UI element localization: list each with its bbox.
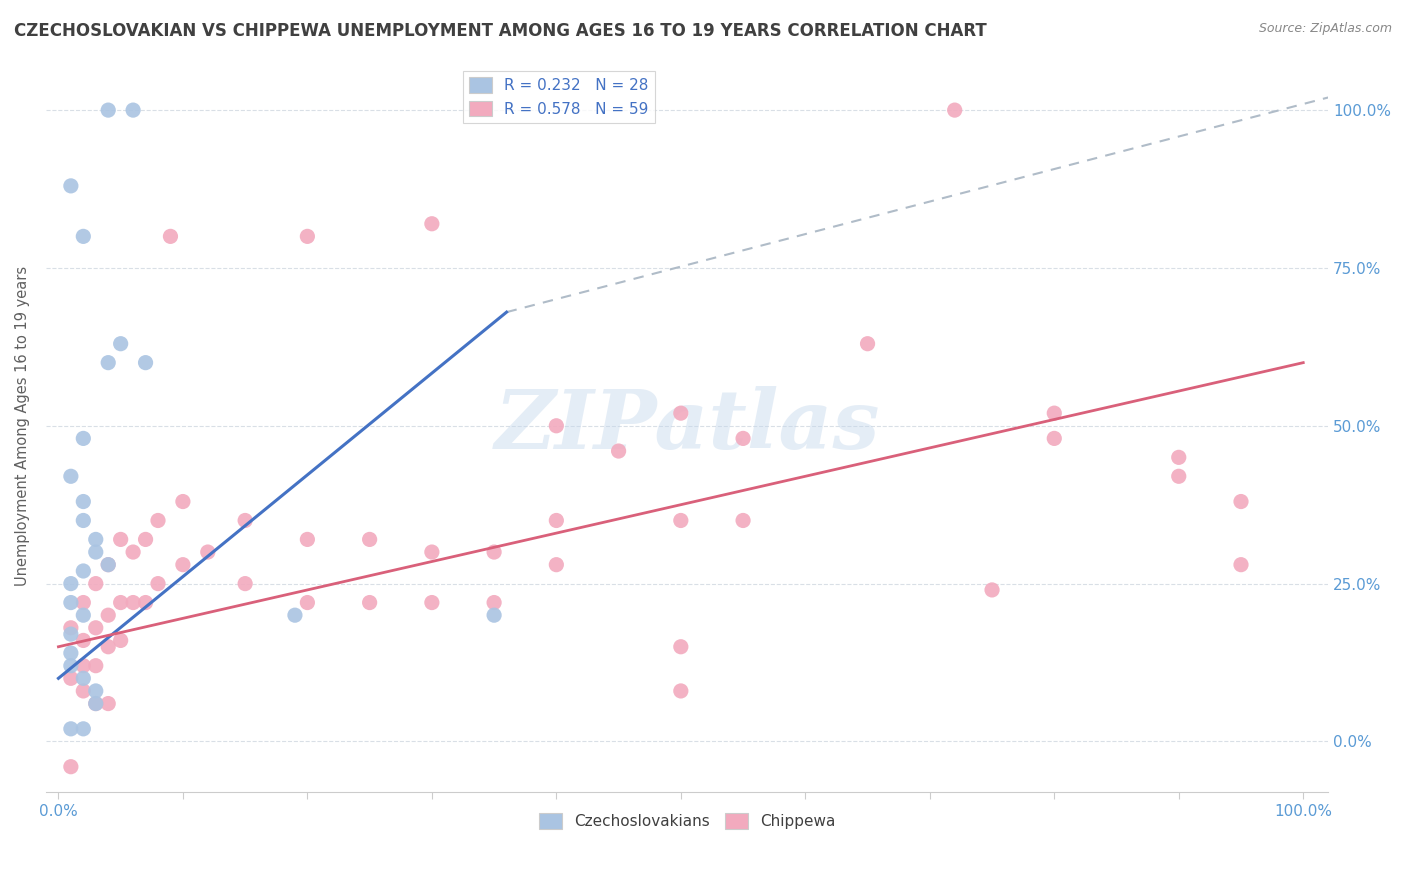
Point [981, 582, 1004, 597]
Point [482, 545, 505, 559]
Point [159, 229, 181, 244]
Point [122, 103, 145, 117]
Point [943, 103, 966, 117]
Point [97, 356, 120, 370]
Point [59, 658, 82, 673]
Point [84, 533, 107, 547]
Point [1167, 469, 1189, 483]
Point [122, 596, 145, 610]
Y-axis label: Unemployment Among Ages 16 to 19 years: Unemployment Among Ages 16 to 19 years [15, 266, 30, 586]
Point [482, 596, 505, 610]
Point [84, 576, 107, 591]
Point [59, 646, 82, 660]
Point [669, 640, 692, 654]
Point [197, 545, 219, 559]
Point [110, 633, 132, 648]
Point [420, 217, 443, 231]
Point [607, 444, 630, 458]
Point [546, 513, 568, 527]
Point [135, 533, 157, 547]
Point [669, 684, 692, 698]
Legend: Czechoslovakians, Chippewa: Czechoslovakians, Chippewa [533, 807, 842, 836]
Point [59, 469, 82, 483]
Point [72, 513, 94, 527]
Point [856, 336, 879, 351]
Point [84, 697, 107, 711]
Point [669, 406, 692, 420]
Point [59, 576, 82, 591]
Point [97, 608, 120, 623]
Point [97, 103, 120, 117]
Point [72, 431, 94, 445]
Point [72, 671, 94, 685]
Point [72, 608, 94, 623]
Point [1230, 558, 1253, 572]
Point [233, 513, 256, 527]
Point [146, 576, 169, 591]
Point [669, 513, 692, 527]
Point [97, 697, 120, 711]
Point [110, 336, 132, 351]
Point [72, 596, 94, 610]
Point [97, 558, 120, 572]
Point [110, 533, 132, 547]
Point [72, 633, 94, 648]
Point [72, 684, 94, 698]
Point [97, 558, 120, 572]
Point [146, 513, 169, 527]
Point [297, 596, 319, 610]
Point [84, 658, 107, 673]
Point [110, 596, 132, 610]
Point [84, 684, 107, 698]
Point [1043, 406, 1066, 420]
Point [72, 494, 94, 508]
Text: Source: ZipAtlas.com: Source: ZipAtlas.com [1258, 22, 1392, 36]
Point [135, 596, 157, 610]
Point [72, 229, 94, 244]
Point [172, 494, 194, 508]
Point [284, 608, 307, 623]
Point [546, 558, 568, 572]
Point [359, 533, 381, 547]
Point [97, 640, 120, 654]
Point [135, 356, 157, 370]
Point [72, 564, 94, 578]
Point [1167, 450, 1189, 465]
Point [172, 558, 194, 572]
Point [59, 760, 82, 774]
Point [59, 627, 82, 641]
Point [233, 576, 256, 591]
Point [84, 545, 107, 559]
Point [1043, 431, 1066, 445]
Point [297, 229, 319, 244]
Point [733, 431, 755, 445]
Point [482, 608, 505, 623]
Point [297, 533, 319, 547]
Point [59, 722, 82, 736]
Point [59, 671, 82, 685]
Text: ZIPatlas: ZIPatlas [495, 385, 880, 466]
Point [420, 545, 443, 559]
Point [546, 418, 568, 433]
Text: CZECHOSLOVAKIAN VS CHIPPEWA UNEMPLOYMENT AMONG AGES 16 TO 19 YEARS CORRELATION C: CZECHOSLOVAKIAN VS CHIPPEWA UNEMPLOYMENT… [14, 22, 987, 40]
Point [72, 658, 94, 673]
Point [122, 545, 145, 559]
Point [72, 722, 94, 736]
Point [359, 596, 381, 610]
Point [84, 697, 107, 711]
Point [59, 621, 82, 635]
Point [1230, 494, 1253, 508]
Point [733, 513, 755, 527]
Point [59, 178, 82, 193]
Point [59, 596, 82, 610]
Point [420, 596, 443, 610]
Point [84, 621, 107, 635]
